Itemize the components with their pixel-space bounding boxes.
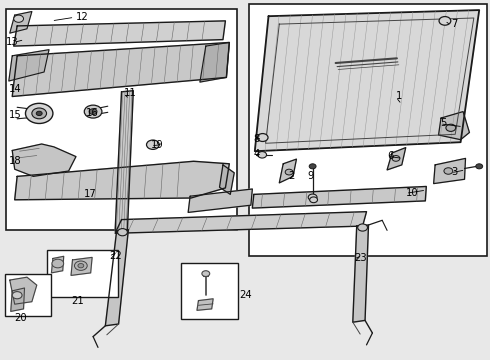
Circle shape [476, 164, 483, 169]
Text: 9: 9 [308, 171, 314, 181]
Circle shape [202, 271, 210, 276]
Polygon shape [12, 144, 76, 176]
Circle shape [52, 259, 64, 268]
Text: 7: 7 [451, 19, 457, 30]
Circle shape [439, 17, 451, 25]
Circle shape [89, 109, 97, 114]
Text: 4: 4 [254, 149, 260, 159]
Circle shape [310, 197, 318, 203]
Circle shape [444, 168, 453, 174]
Polygon shape [115, 212, 367, 233]
Text: 22: 22 [109, 251, 122, 261]
Polygon shape [434, 158, 465, 184]
Bar [249, 4, 487, 256]
Circle shape [78, 264, 84, 268]
Polygon shape [71, 257, 92, 275]
Polygon shape [9, 50, 49, 81]
Polygon shape [14, 21, 225, 46]
Circle shape [258, 152, 267, 158]
Polygon shape [10, 277, 37, 304]
Text: 15: 15 [9, 110, 22, 120]
Polygon shape [387, 148, 406, 170]
Text: 17: 17 [84, 189, 97, 199]
Text: 8: 8 [254, 134, 260, 144]
Polygon shape [252, 186, 426, 208]
Polygon shape [279, 159, 296, 183]
Text: 10: 10 [406, 188, 418, 198]
Circle shape [257, 134, 268, 141]
Bar [47, 250, 118, 297]
Polygon shape [439, 112, 469, 140]
Text: 6: 6 [387, 150, 393, 161]
Text: 24: 24 [239, 290, 252, 300]
Circle shape [446, 124, 456, 131]
Circle shape [12, 292, 22, 299]
Polygon shape [12, 42, 229, 96]
Text: 19: 19 [151, 140, 164, 150]
Polygon shape [105, 230, 128, 326]
Text: 20: 20 [15, 312, 27, 323]
Text: 5: 5 [440, 118, 446, 128]
Circle shape [118, 229, 127, 236]
Polygon shape [188, 189, 252, 212]
Text: 13: 13 [6, 37, 19, 48]
Circle shape [32, 108, 47, 119]
Polygon shape [115, 91, 133, 231]
Circle shape [84, 105, 102, 118]
Circle shape [392, 156, 400, 161]
Polygon shape [220, 165, 234, 194]
Circle shape [74, 261, 87, 270]
Polygon shape [11, 288, 24, 311]
Circle shape [358, 224, 368, 231]
Circle shape [25, 103, 53, 123]
Circle shape [308, 194, 317, 201]
Polygon shape [10, 12, 32, 33]
Polygon shape [353, 225, 368, 322]
Text: 18: 18 [9, 156, 22, 166]
Circle shape [309, 164, 316, 169]
Bar [6, 9, 237, 230]
Text: 1: 1 [396, 91, 402, 102]
Polygon shape [255, 10, 479, 151]
Circle shape [14, 15, 24, 22]
Polygon shape [200, 42, 229, 82]
Circle shape [147, 140, 159, 149]
Circle shape [285, 169, 293, 175]
Text: 12: 12 [76, 12, 89, 22]
Text: 2: 2 [288, 171, 294, 181]
Text: 11: 11 [123, 88, 136, 98]
Bar [5, 274, 51, 316]
Polygon shape [51, 256, 64, 273]
Text: 16: 16 [86, 108, 98, 118]
Text: 14: 14 [9, 84, 22, 94]
Polygon shape [15, 161, 229, 200]
Text: 3: 3 [451, 167, 457, 177]
Circle shape [36, 111, 42, 116]
Polygon shape [197, 299, 213, 310]
Text: 21: 21 [71, 296, 84, 306]
Bar [181, 263, 238, 319]
Text: 23: 23 [354, 253, 367, 264]
